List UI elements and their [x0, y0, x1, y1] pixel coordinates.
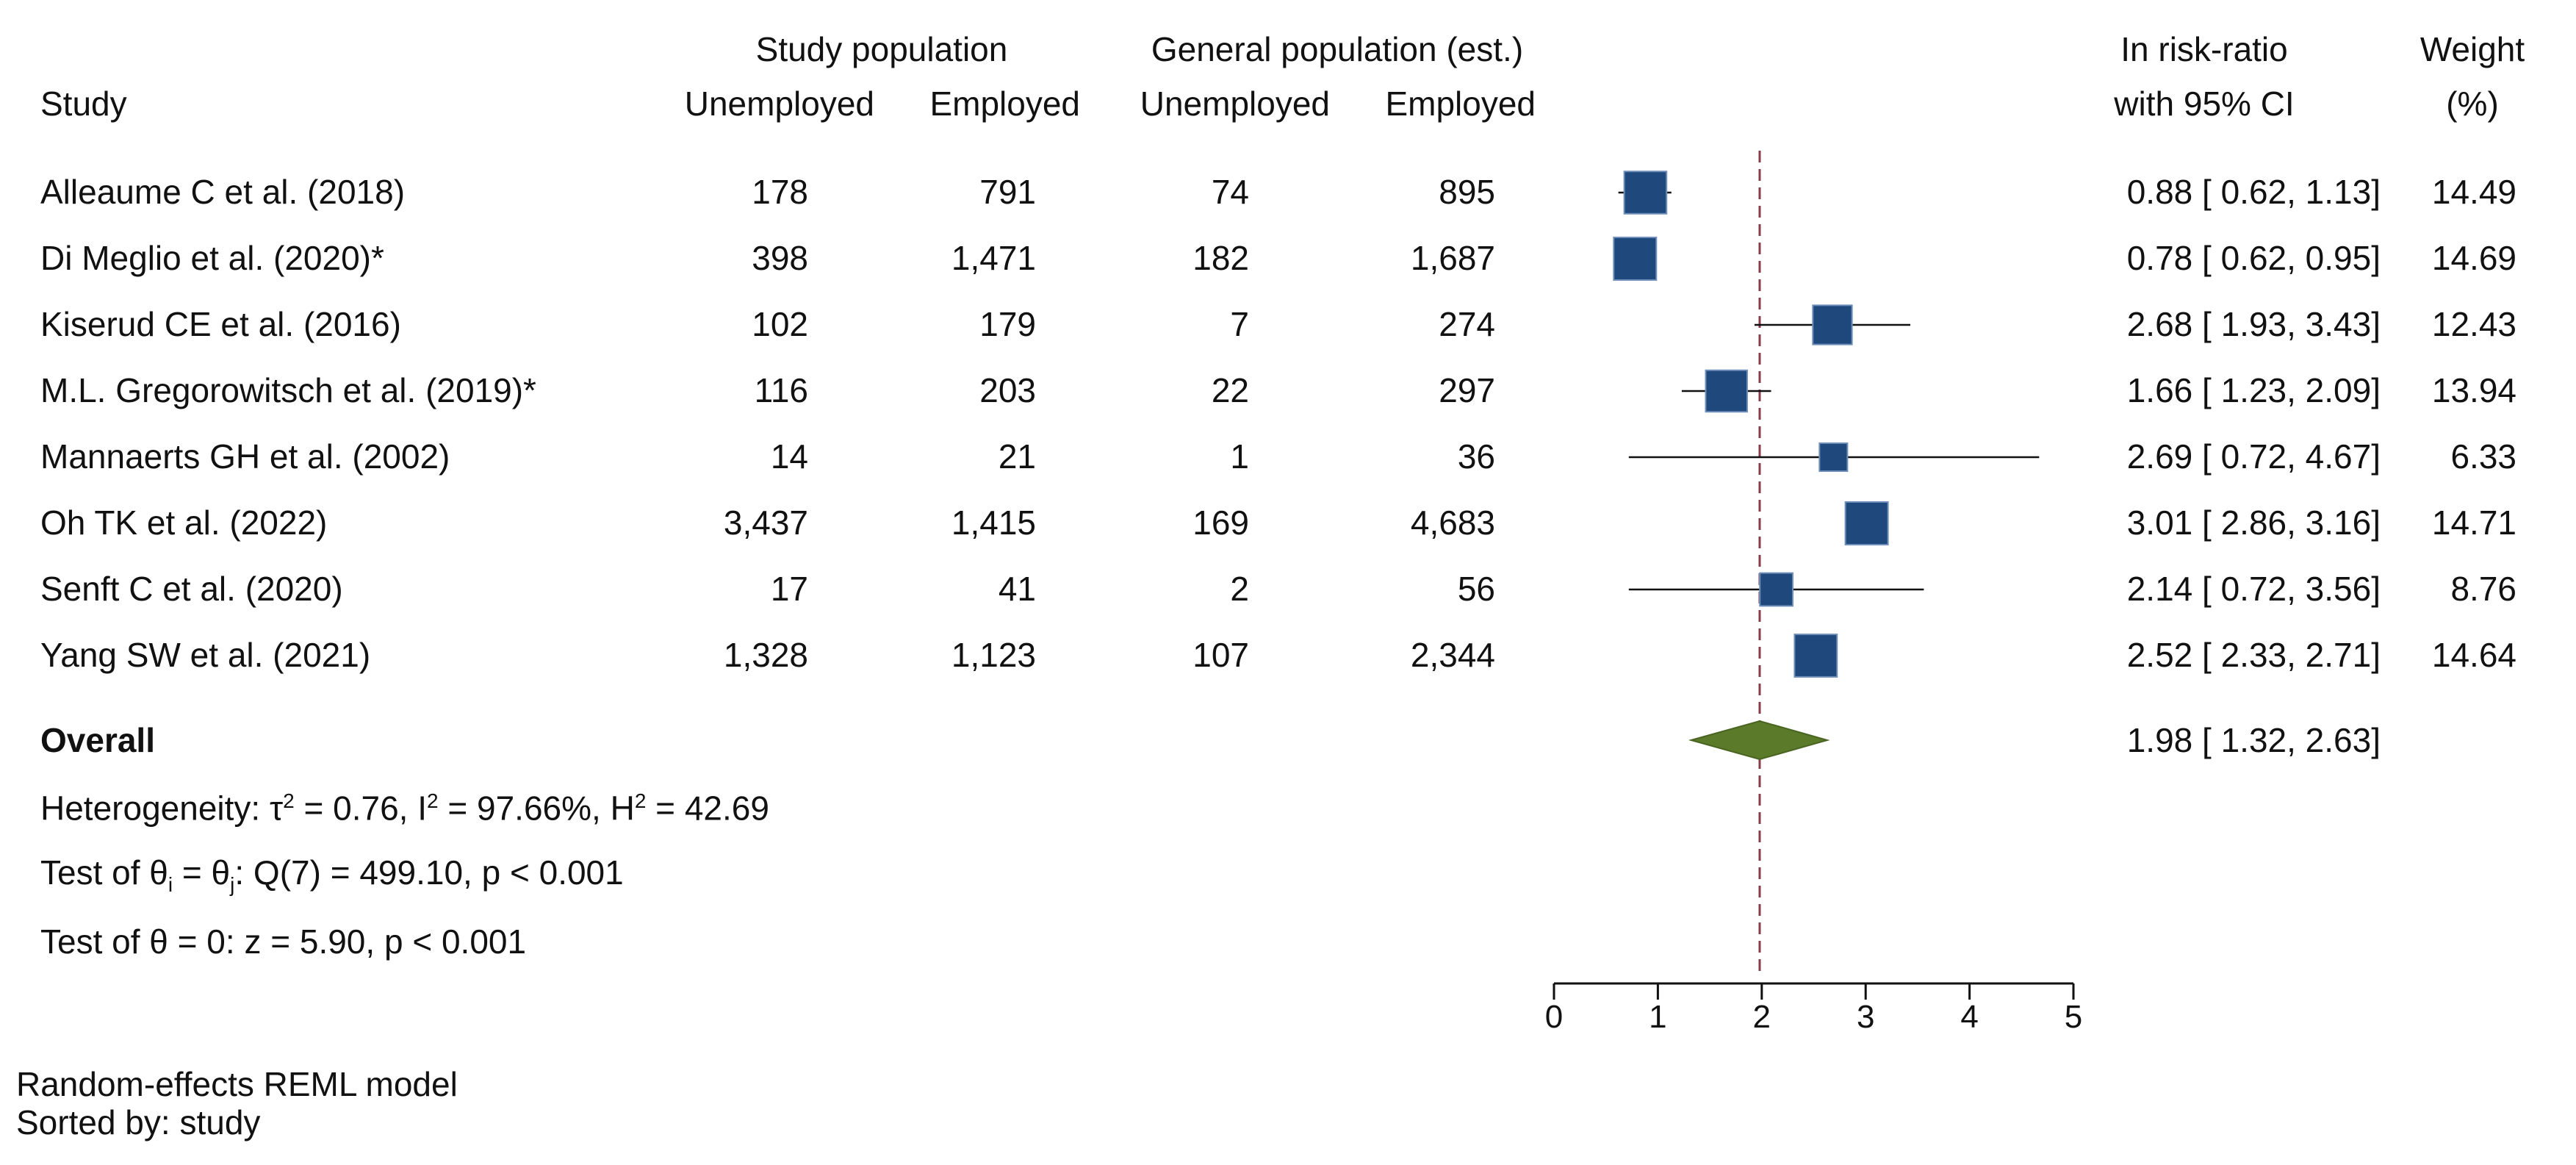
header-general-population: General population (est.): [1151, 30, 1524, 68]
header-study: Study: [40, 85, 127, 123]
study-name: Yang SW et al. (2021): [40, 636, 371, 674]
gp-employed: 4,683: [1410, 503, 1495, 542]
gp-employed: 2,344: [1410, 636, 1495, 674]
sp-unemployed: 17: [770, 570, 808, 608]
sp-employed: 1,123: [951, 636, 1036, 674]
weight: 12.43: [2431, 305, 2516, 343]
sp-employed: 1,415: [951, 503, 1036, 542]
weight: 8.76: [2450, 570, 2516, 608]
gp-unemployed: 1: [1230, 437, 1249, 476]
header-gp-employed: Employed: [1385, 85, 1536, 123]
study-marker: [1759, 572, 1794, 607]
sp-unemployed: 102: [752, 305, 808, 343]
sp-employed: 791: [979, 173, 1036, 211]
study-name: M.L. Gregorowitsch et al. (2019)*: [40, 371, 536, 409]
sp-unemployed: 1,328: [723, 636, 808, 674]
sp-employed: 1,471: [951, 239, 1036, 277]
sp-unemployed: 116: [754, 371, 808, 409]
x-tick-label: 2: [1753, 999, 1771, 1035]
study-name: Kiserud CE et al. (2016): [40, 305, 401, 343]
study-marker: [1705, 369, 1748, 413]
gp-unemployed: 182: [1192, 239, 1249, 277]
weight: 6.33: [2450, 437, 2516, 476]
header-sp-unemployed: Unemployed: [684, 85, 874, 123]
header-study-population: Study population: [755, 30, 1008, 68]
x-tick-label: 4: [1960, 999, 1978, 1035]
header-effect-line2: with 95% CI: [2114, 85, 2295, 123]
sp-employed: 203: [979, 371, 1036, 409]
weight: 14.49: [2431, 173, 2516, 211]
gp-unemployed: 74: [1211, 173, 1249, 211]
header-sp-employed: Employed: [929, 85, 1080, 123]
gp-employed: 274: [1439, 305, 1495, 343]
overall-label: Overall: [40, 721, 155, 759]
study-marker: [1844, 501, 1889, 545]
risk-ratio-ci: 2.14 [ 0.72, 3.56]: [2126, 570, 2381, 608]
overall-diamond: [1688, 720, 1830, 761]
sp-unemployed: 14: [770, 437, 808, 476]
risk-ratio-ci: 2.68 [ 1.93, 3.43]: [2126, 305, 2381, 343]
model-note: Random-effects REML model: [16, 1065, 458, 1103]
sp-unemployed: 398: [752, 239, 808, 277]
gp-unemployed: 22: [1211, 371, 1249, 409]
x-tick-label: 1: [1649, 999, 1666, 1035]
weight: 13.94: [2431, 371, 2516, 409]
test-overall-effect: Test of θ = 0: z = 5.90, p < 0.001: [40, 922, 527, 961]
gp-employed: 56: [1457, 570, 1495, 608]
gp-employed: 1,687: [1410, 239, 1495, 277]
weight: 14.69: [2431, 239, 2516, 277]
gp-employed: 895: [1439, 173, 1495, 211]
gp-unemployed: 2: [1230, 570, 1249, 608]
risk-ratio-ci: 0.88 [ 0.62, 1.13]: [2126, 173, 2381, 211]
sort-note: Sorted by: study: [16, 1103, 261, 1141]
header-effect-line1: In risk-ratio: [2120, 30, 2288, 68]
gp-employed: 36: [1457, 437, 1495, 476]
study-marker: [1812, 304, 1853, 345]
risk-ratio-ci: 2.69 [ 0.72, 4.67]: [2126, 437, 2381, 476]
header-weight-line2: (%): [2446, 85, 2499, 123]
sp-employed: 179: [979, 305, 1036, 343]
risk-ratio-ci: 1.66 [ 1.23, 2.09]: [2126, 371, 2381, 409]
heterogeneity-stats: Heterogeneity: τ2 = 0.76, I2 = 97.66%, H…: [40, 789, 769, 828]
study-marker: [1613, 237, 1658, 281]
study-name: Oh TK et al. (2022): [40, 503, 328, 542]
x-tick-label: 5: [2065, 999, 2082, 1035]
test-homogeneity: Test of θi = θj: Q(7) = 499.10, p < 0.00…: [40, 853, 624, 897]
weight: 14.71: [2431, 503, 2516, 542]
gp-unemployed: 107: [1192, 636, 1249, 674]
gp-employed: 297: [1439, 371, 1495, 409]
study-marker: [1623, 171, 1668, 215]
overall-ci: 1.98 [ 1.32, 2.63]: [2126, 721, 2381, 759]
gp-unemployed: 169: [1192, 503, 1249, 542]
risk-ratio-ci: 0.78 [ 0.62, 0.95]: [2126, 239, 2381, 277]
x-tick-label: 0: [1545, 999, 1563, 1035]
sp-unemployed: 178: [752, 173, 808, 211]
x-tick-label: 3: [1857, 999, 1874, 1035]
sp-unemployed: 3,437: [723, 503, 808, 542]
header-gp-unemployed: Unemployed: [1140, 85, 1330, 123]
header-weight-line1: Weight: [2420, 30, 2525, 68]
sp-employed: 21: [998, 437, 1036, 476]
study-name: Di Meglio et al. (2020)*: [40, 239, 384, 277]
risk-ratio-ci: 3.01 [ 2.86, 3.16]: [2126, 503, 2381, 542]
study-name: Senft C et al. (2020): [40, 570, 343, 608]
study-marker: [1794, 634, 1838, 678]
risk-ratio-ci: 2.52 [ 2.33, 2.71]: [2126, 636, 2381, 674]
study-name: Alleaume C et al. (2018): [40, 173, 406, 211]
gp-unemployed: 7: [1230, 305, 1249, 343]
study-marker: [1818, 442, 1849, 473]
study-name: Mannaerts GH et al. (2002): [40, 437, 450, 476]
weight: 14.64: [2431, 636, 2516, 674]
sp-employed: 41: [998, 570, 1036, 608]
